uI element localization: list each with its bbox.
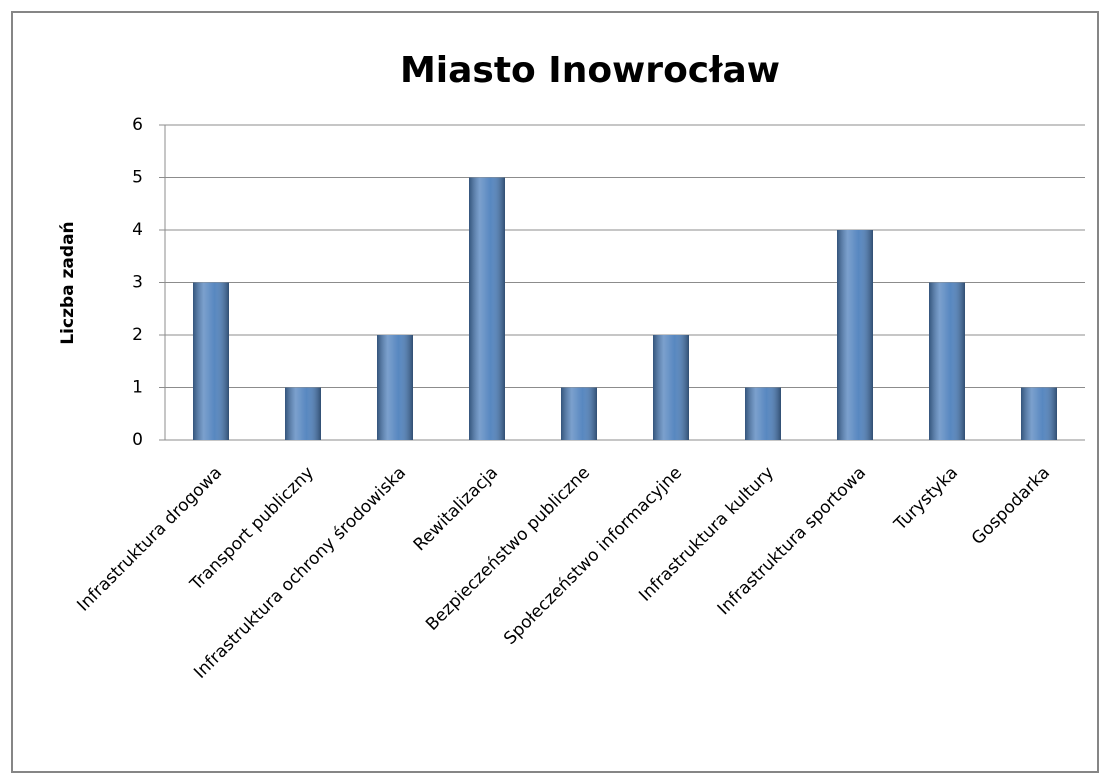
bar (377, 335, 413, 440)
y-tick-label: 4 (132, 220, 143, 240)
bar (561, 387, 597, 440)
y-tick-label: 5 (132, 168, 143, 188)
bar (193, 282, 229, 440)
bar (745, 387, 781, 440)
bar (837, 230, 873, 440)
y-tick-label: 3 (132, 273, 143, 293)
y-tick-label: 6 (132, 115, 143, 135)
y-tick-label: 0 (132, 430, 143, 450)
bar (653, 335, 689, 440)
bar (469, 177, 505, 440)
y-axis-label: Liczba zadań (58, 221, 78, 344)
chart-title: Miasto Inowrocław (400, 50, 780, 91)
y-tick-label: 1 (132, 378, 143, 398)
bar (1021, 387, 1057, 440)
bar (929, 282, 965, 440)
bar (285, 387, 321, 440)
y-tick-label: 2 (132, 325, 143, 345)
